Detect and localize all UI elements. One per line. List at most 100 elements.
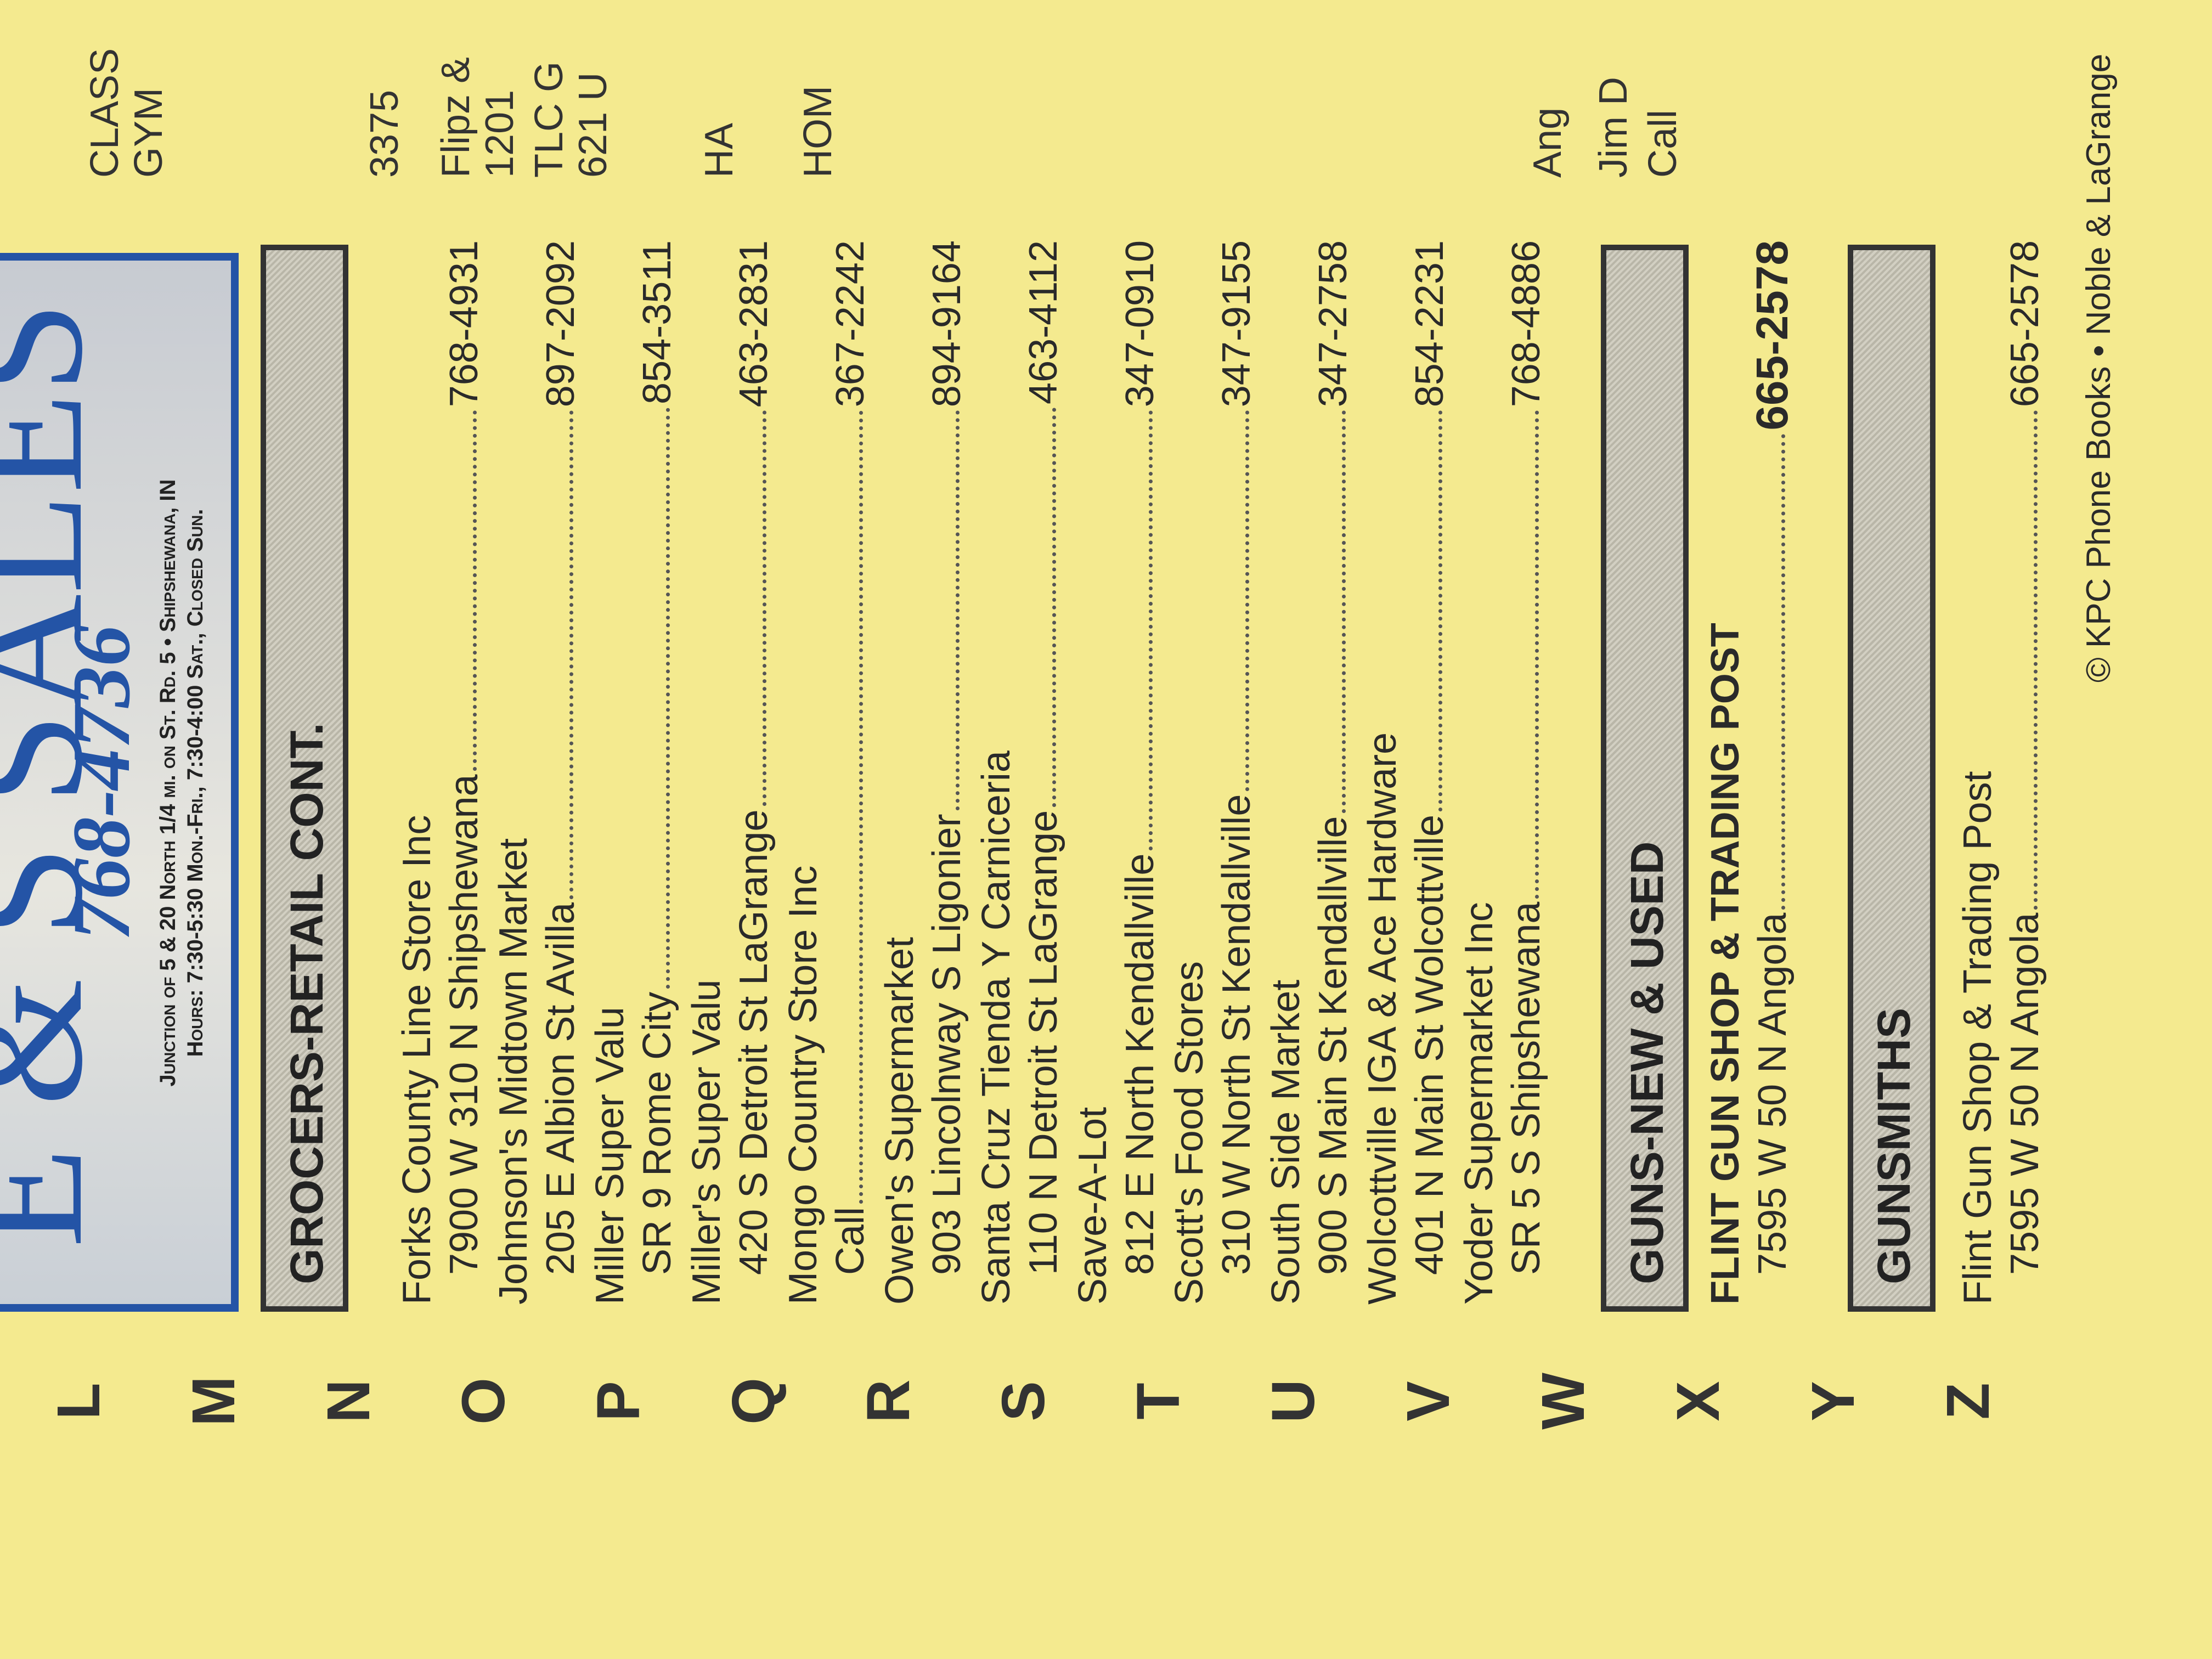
dot-leader [1019, 407, 1056, 807]
section-heading: GUNSMITHS [1848, 245, 1936, 1312]
index-letter: O [450, 1378, 517, 1425]
dot-leader [633, 407, 670, 989]
listing-address: 110 N Detroit St LaGrange [1022, 810, 1065, 1275]
listing-address: 310 W North St Kendallville [1215, 794, 1259, 1275]
ad-hours: Hours: 7:30-5:30 Mon.-Fri., 7:30-4:00 Sa… [183, 509, 207, 1057]
listing-name: Forks County Line Store Inc [395, 815, 439, 1305]
listing-row: 401 N Main St Wolcottville 854-2231 [1405, 240, 1454, 1275]
index-letter: W [1530, 1373, 1597, 1430]
section-heading: GUNS-NEW & USED [1601, 245, 1689, 1312]
dot-leader [1308, 410, 1346, 813]
dot-leader [826, 410, 863, 1204]
listing-name: Scott's Food Stores [1167, 961, 1211, 1305]
listing-phone: 897-2092 [539, 240, 583, 408]
listing-phone: 768-4886 [1504, 240, 1548, 408]
listing-phone: 854-3511 [635, 240, 679, 404]
side-column-text: GYM [127, 87, 171, 178]
listing-address: 812 E North Kendallville [1118, 853, 1162, 1275]
listing-phone: 367-2242 [828, 240, 872, 408]
listing-address: 401 N Main St Wolcottville [1408, 814, 1452, 1275]
side-column-text: Jim D [1592, 77, 1635, 178]
listing-name: Santa Cruz Tienda Y Carniceria [974, 751, 1018, 1305]
listing-address: SR 5 S Shipshewana [1504, 901, 1548, 1275]
dot-leader [1502, 410, 1539, 899]
listing-name: FLINT GUN SHOP & TRADING POST [1703, 623, 1747, 1305]
listing-row: 7595 W 50 N Angola 665-2578 [2000, 240, 2050, 1275]
index-letter: S [990, 1381, 1057, 1421]
index-letter: Z [1934, 1383, 2002, 1420]
dot-leader [1405, 410, 1442, 811]
listing-row: 110 N Detroit St LaGrange 463-4112 [1019, 240, 1068, 1275]
side-column-text: HA [697, 122, 741, 178]
listing-row: 7900 W 310 N Shipshewana 768-4931 [439, 240, 489, 1275]
index-letter: V [1395, 1381, 1462, 1421]
side-column-text: 3375 [363, 89, 407, 178]
listing-phone: 894-9164 [925, 240, 969, 408]
listing-phone: 347-0910 [1118, 240, 1162, 408]
listing-phone: 665-2578 [1747, 240, 1797, 431]
section-heading: GROCERS-RETAIL CONT. [261, 245, 348, 1312]
listing-name: Wolcottville IGA & Ace Hardware [1361, 732, 1404, 1305]
listing-address: 900 S Main St Kendallville [1311, 816, 1355, 1275]
ad-location: Junction of 5 & 20 North 1/4 mi. on St. … [156, 479, 180, 1087]
index-letter: P [585, 1381, 652, 1421]
listing-phone: 854-2231 [1408, 240, 1452, 408]
index-letter: U [1260, 1379, 1327, 1423]
listing-row: Call 367-2242 [826, 240, 875, 1275]
dot-leader [439, 410, 477, 771]
listing-row: SR 9 Rome City 854-3511 [633, 240, 682, 1275]
listing-phone: 768-4931 [442, 240, 486, 408]
listing-row: 903 Lincolnway S Ligonier 894-9164 [922, 240, 972, 1275]
listing-address: 7595 W 50 N Angola [1751, 912, 1795, 1275]
side-column-text: TLC G [527, 61, 571, 178]
listing-row: SR 5 S Shipshewana 768-4886 [1502, 240, 1551, 1275]
listing-name: Miller's Super Valu [685, 979, 729, 1305]
listing-row: 205 E Albion St Avilla 897-2092 [536, 240, 585, 1275]
listing-phone: 665-2578 [2003, 240, 2047, 408]
side-column-text: HOM [796, 86, 840, 178]
listing-address: 420 S Detroit St LaGrange [732, 809, 776, 1276]
listing-phone: 347-9155 [1215, 240, 1259, 408]
listing-address: 903 Lincolnway S Ligonier [925, 814, 969, 1275]
listing-name: Johnson's Midtown Market [492, 838, 535, 1305]
listing-address: 205 E Albion St Avilla [539, 902, 583, 1275]
index-letter: R [855, 1379, 922, 1423]
listing-address: Call [828, 1206, 872, 1275]
side-column-text: CLASS [83, 48, 127, 178]
listing-name: Save-A-Lot [1071, 1107, 1115, 1305]
dot-leader [922, 410, 960, 811]
dot-leader [729, 410, 766, 806]
side-column-text: Flipz & [434, 57, 478, 178]
index-letter: Q [720, 1378, 787, 1425]
side-column-text: 621 U [571, 72, 615, 178]
listing-name: Flint Gun Shop & Trading Post [1956, 771, 2000, 1305]
listing-row: 7595 W 50 N Angola 665-2578 [1747, 240, 1797, 1275]
listing-phone: 463-4112 [1022, 240, 1065, 404]
index-letter: L [45, 1383, 112, 1420]
dot-leader [2000, 410, 2038, 910]
index-letter: X [1664, 1381, 1732, 1421]
listing-row: 812 E North Kendallville 347-0910 [1115, 240, 1165, 1275]
listing-phone: 463-2831 [732, 240, 776, 408]
listing-name: South Side Market [1264, 979, 1308, 1305]
ad-phone: 768-4736 [56, 625, 147, 941]
listing-row: 420 S Detroit St LaGrange 463-2831 [729, 240, 778, 1275]
side-column-text: Call [1641, 109, 1685, 178]
index-letter: N [315, 1379, 382, 1423]
index-letter: T [1125, 1383, 1192, 1420]
index-letter: M [180, 1376, 247, 1426]
listing-name: Miller Super Valu [588, 1007, 632, 1305]
listing-address: 7900 W 310 N Shipshewana [442, 774, 486, 1275]
footer: © KPC Phone Books • Noble & LaGrange [2080, 53, 2118, 682]
index-letter: Y [1799, 1381, 1867, 1421]
listing-address: 7595 W 50 N Angola [2003, 912, 2047, 1275]
side-column-text: 1201 [478, 89, 522, 178]
listing-phone: 347-2758 [1311, 240, 1355, 408]
listing-row: 900 S Main St Kendallville 347-2758 [1308, 240, 1358, 1275]
listing-address: SR 9 Rome City [635, 991, 679, 1275]
side-column-text: Ang [1526, 107, 1570, 178]
listing-name: Mongo Country Store Inc [781, 865, 825, 1305]
listing-name: Yoder Supermarket Inc [1457, 902, 1501, 1305]
